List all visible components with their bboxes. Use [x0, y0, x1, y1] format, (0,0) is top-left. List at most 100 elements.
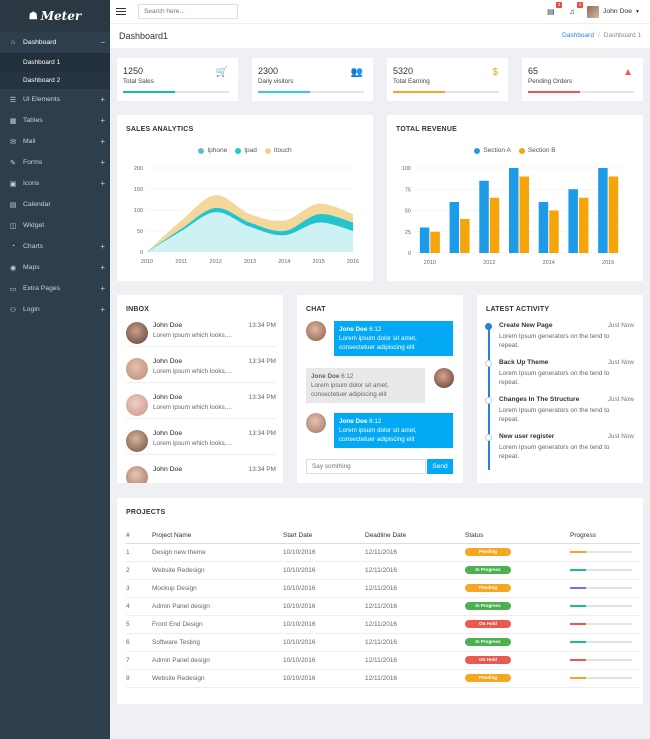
collapse-icon[interactable]: −	[100, 38, 105, 47]
x-tick-label: 2016	[602, 260, 614, 266]
cell-deadline: 12/11/2016	[365, 669, 465, 688]
expand-icon[interactable]: +	[100, 179, 105, 188]
table-row[interactable]: 5 Front End Design 10/10/2016 12/11/2016 On …	[126, 615, 640, 634]
paw-icon: ☗	[28, 10, 38, 22]
expand-icon[interactable]: +	[100, 158, 105, 167]
cell-id: 8	[126, 669, 152, 688]
projects-title: PROJECTS	[126, 509, 166, 516]
sidebar-subitem-dashboard-1[interactable]: Dashboard 1	[0, 53, 110, 71]
chat-text: Lorem ipsum dolor sit amet, consectetuer…	[339, 427, 417, 443]
sidebar-item-label: Widget	[23, 222, 45, 229]
inbox-message[interactable]: John Doe Lorem ipsum which looks,... 13:34…	[126, 317, 276, 347]
expand-icon[interactable]: +	[100, 263, 105, 272]
sales-legend: Iphone Ipad Itouch	[117, 147, 373, 154]
table-row[interactable]: 2 Website Redesign 10/10/2016 12/11/2016 In …	[126, 561, 640, 580]
folder-icon: ▭	[9, 285, 17, 293]
projects-card: PROJECTS # Project Name Start Date Deadline…	[117, 498, 643, 704]
user-name[interactable]: John Doe	[602, 8, 633, 15]
table-row[interactable]: 3 Mockup Design 10/10/2016 12/11/2016 Pendin…	[126, 579, 640, 598]
bar-section-a	[598, 168, 608, 253]
sidebar-item-mail[interactable]: ✉ Mail +	[0, 131, 110, 152]
brand-name: Meter	[40, 9, 82, 23]
stat-progress-track	[123, 91, 229, 93]
y-tick-label: 150	[134, 187, 143, 193]
chat-input[interactable]	[306, 459, 426, 474]
messages-button[interactable]: ▤ 3	[545, 1, 562, 18]
sidebar-item-forms[interactable]: ✎ Forms +	[0, 152, 110, 173]
avatar	[126, 358, 148, 380]
legend-swatch	[518, 147, 525, 154]
stat-card-pending-orders: 65 Pending Orders ▲	[522, 58, 643, 101]
x-tick-label: 2014	[543, 260, 555, 266]
sidebar-item-tables[interactable]: ▦ Tables +	[0, 110, 110, 131]
cell-progress	[570, 615, 640, 634]
table-row[interactable]: 1 Design new theme 10/10/2016 12/11/2016 Pen…	[126, 543, 640, 562]
chat-title: CHAT	[306, 306, 326, 313]
bar-section-b	[578, 197, 589, 253]
inbox-message[interactable]: John Doe Lorem ipsum which looks,... 13:34…	[126, 353, 276, 383]
sidebar-item-icons[interactable]: ▣ Icons +	[0, 173, 110, 194]
activity-time: Just Now	[607, 322, 634, 329]
y-tick-label: 75	[405, 187, 411, 193]
cell-start: 10/10/2016	[283, 597, 365, 616]
inbox-message[interactable]: John Doe 13:34 PM	[126, 461, 276, 483]
inbox-message[interactable]: John Doe Lorem ipsum which looks,... 13:34…	[126, 425, 276, 455]
expand-icon[interactable]: +	[100, 242, 105, 251]
table-row[interactable]: 8 Website Redesign 10/10/2016 12/11/2016 Pen…	[126, 669, 640, 688]
bar-section-a	[479, 180, 489, 253]
sidebar-item-dashboard[interactable]: ⌂ Dashboard −	[0, 32, 110, 53]
expand-icon[interactable]: +	[100, 305, 105, 314]
activity-title: Back Up Theme	[499, 359, 549, 366]
sidebar-item-label: Calendar	[23, 201, 51, 208]
brand-logo[interactable]: ☗ Meter	[0, 0, 110, 32]
sidebar-item-calendar[interactable]: ▤ Calendar	[0, 194, 110, 215]
message-time: 13:34 PM	[248, 322, 276, 329]
sales-analytics-card: SALES ANALYTICS Iphone Ipad Itouch 0 50 100 1…	[117, 115, 373, 281]
bar-section-b	[489, 197, 500, 253]
revenue-legend: Section A Section B	[387, 147, 643, 154]
send-button[interactable]: Send	[427, 459, 453, 474]
chat-time: 6:12	[369, 326, 382, 333]
notifications-button[interactable]: ♫ 4	[566, 1, 583, 18]
table-row[interactable]: 6 Software Testing 10/10/2016 12/11/2016 In …	[126, 633, 640, 652]
table-row[interactable]: 7 Admin Panel design 10/10/2016 12/11/2016 O…	[126, 651, 640, 670]
expand-icon[interactable]: +	[100, 95, 105, 104]
status-badge: Pending	[465, 584, 511, 592]
column-header: #	[126, 528, 152, 544]
inbox-message[interactable]: John Doe Lorem ipsum which looks,... 13:34…	[126, 389, 276, 419]
column-header: Project Name	[152, 528, 283, 544]
sidebar-item-label: Icons	[23, 180, 40, 187]
sidebar-subitem-dashboard-2[interactable]: Dashboard 2	[0, 71, 110, 89]
sidebar-item-maps[interactable]: ◉ Maps +	[0, 257, 110, 278]
sidebar-item-widget[interactable]: ◫ Widget	[0, 215, 110, 236]
expand-icon[interactable]: +	[100, 116, 105, 125]
activity-title: New user register	[499, 433, 555, 440]
expand-icon[interactable]: +	[100, 137, 105, 146]
stat-progress-track	[393, 91, 499, 93]
caret-down-icon[interactable]: ▼	[635, 8, 640, 15]
cell-progress	[570, 561, 640, 580]
expand-icon[interactable]: +	[100, 284, 105, 293]
menu-toggle-button[interactable]	[116, 6, 126, 17]
user-icon: ⚇	[9, 306, 17, 314]
sidebar-item-ui-elements[interactable]: ☰ UI Elements +	[0, 89, 110, 110]
sidebar-item-login[interactable]: ⚇ Login +	[0, 299, 110, 320]
cell-name: Mockup Design	[152, 579, 283, 598]
sidebar-item-extra-pages[interactable]: ▭ Extra Pages +	[0, 278, 110, 299]
cell-id: 4	[126, 597, 152, 616]
cell-deadline: 12/11/2016	[365, 651, 465, 670]
avatar[interactable]	[586, 5, 599, 18]
bar-section-b	[608, 176, 619, 253]
breadcrumb-home-link[interactable]: Dashboard	[562, 32, 594, 39]
avatar	[126, 466, 148, 483]
chat-message: Jone Doe 6:12 Lorem ipsum dolor sit amet…	[334, 413, 453, 448]
progress-track	[570, 623, 632, 625]
cell-name: Admin Panel design	[152, 651, 283, 670]
table-row[interactable]: 4 Admin Panel design 10/10/2016 12/11/2016 I…	[126, 597, 640, 616]
search-input[interactable]	[138, 4, 238, 19]
sidebar-item-charts[interactable]: ◔ Charts +	[0, 236, 110, 257]
progress-track	[570, 641, 632, 643]
bar-section-b	[430, 231, 440, 253]
stat-card-total-earning: 5320 Total Earning $	[387, 58, 508, 101]
chat-avatar	[306, 321, 326, 341]
